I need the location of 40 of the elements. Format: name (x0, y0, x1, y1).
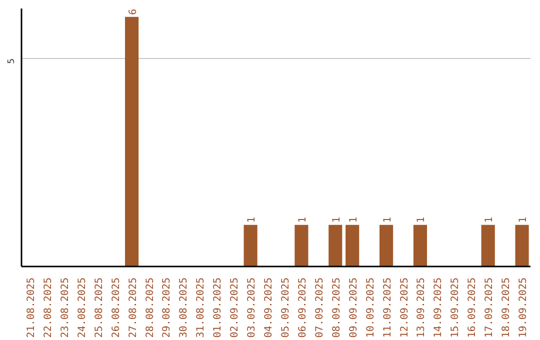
x-tick-label: 12.09.2025 (399, 277, 410, 338)
x-tick-label: 11.09.2025 (382, 277, 394, 338)
data-label: 1 (246, 216, 258, 223)
x-tick-label: 04.09.2025 (264, 277, 275, 338)
x-tick-label: 03.09.2025 (246, 277, 258, 338)
data-label: 6 (128, 8, 139, 15)
x-tick-label: 23.08.2025 (60, 277, 71, 338)
x-tick-label: 22.08.2025 (42, 277, 54, 338)
x-tick-label: 31.08.2025 (196, 277, 207, 338)
x-tick-label: 30.08.2025 (178, 277, 190, 338)
x-tick-label: 19.09.2025 (518, 277, 530, 338)
x-tick-label: 21.08.2025 (26, 277, 37, 338)
x-tick-label: 16.09.2025 (467, 277, 478, 338)
x-tick-label: 17.09.2025 (484, 277, 496, 338)
x-tick-label: 13.09.2025 (416, 277, 428, 338)
x-tick-label: 28.08.2025 (144, 277, 156, 338)
data-label: 1 (484, 216, 496, 223)
x-tick-label: 27.08.2025 (128, 277, 139, 338)
x-tick-label: 25.08.2025 (94, 277, 105, 338)
y-tick-label: 5 (7, 58, 17, 64)
x-tick-label: 06.09.2025 (297, 277, 308, 338)
data-label: 1 (348, 216, 360, 223)
x-tick-label: 14.09.2025 (433, 277, 444, 338)
data-label: 1 (297, 216, 308, 223)
x-tick-label: 02.09.2025 (230, 277, 241, 338)
x-tick-label: 07.09.2025 (314, 277, 326, 338)
x-tick-label: 29.08.2025 (162, 277, 173, 338)
x-tick-label: 26.08.2025 (110, 277, 122, 338)
x-tick-label: 24.08.2025 (76, 277, 88, 338)
x-tick-label: 15.09.2025 (450, 277, 462, 338)
data-label: 1 (331, 216, 342, 223)
x-tick-label: 05.09.2025 (280, 277, 292, 338)
x-tick-label: 09.09.2025 (348, 277, 360, 338)
x-tick-label: 18.09.2025 (501, 277, 512, 338)
data-label: 1 (518, 216, 530, 223)
data-label: 1 (382, 216, 394, 223)
x-tick-label: 01.09.2025 (212, 277, 224, 338)
x-tick-label: 10.09.2025 (365, 277, 376, 338)
x-tick-label: 08.09.2025 (331, 277, 342, 338)
data-label: 1 (416, 216, 428, 223)
